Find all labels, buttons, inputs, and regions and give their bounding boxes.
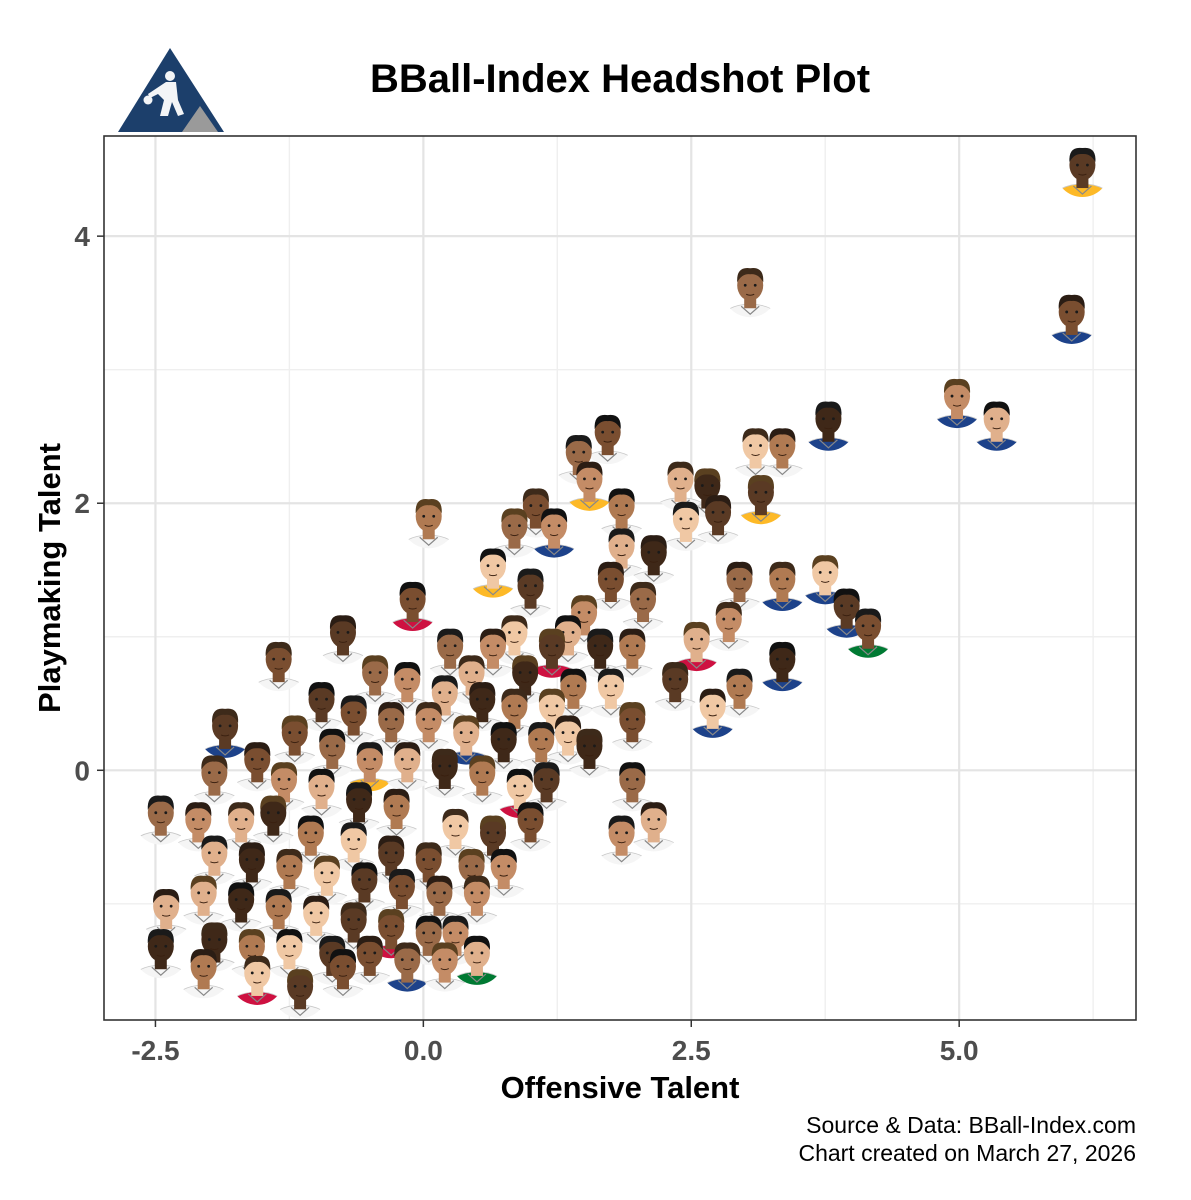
- player-headshot-point: [626, 535, 681, 585]
- player-headshot-point: [728, 428, 783, 478]
- player-headshot-point: [315, 615, 370, 665]
- player-headshot-point: [712, 668, 767, 718]
- player-headshot-point: [133, 929, 188, 979]
- player-headshot-point: [685, 688, 740, 738]
- player-headshot-point: [133, 795, 188, 845]
- player-headshot-point: [315, 949, 370, 999]
- plot-panel-border: [103, 135, 1137, 1021]
- player-headshot-point: [267, 715, 322, 765]
- y-tick-label: 2: [74, 488, 90, 519]
- player-headshot-point: [658, 501, 713, 551]
- player-headshot-point: [449, 935, 504, 985]
- y-axis-title: Playmaking Talent: [32, 443, 67, 713]
- player-headshot-point: [1055, 147, 1110, 198]
- player-headshot-point: [691, 495, 746, 545]
- player-headshot-point: [214, 882, 269, 932]
- created-caption: Chart created on March 27, 2026: [798, 1140, 1136, 1166]
- y-tick-label: 0: [74, 755, 90, 786]
- player-headshot-point: [294, 768, 349, 818]
- player-headshot-point: [417, 942, 472, 992]
- player-headshot-point: [648, 661, 703, 712]
- player-headshot-point: [626, 802, 681, 852]
- player-headshot-point: [580, 414, 635, 465]
- player-headshot-point: [801, 401, 856, 451]
- player-headshot-point: [401, 499, 456, 549]
- player-headshot-point: [198, 708, 253, 758]
- x-tick-label: 2.5: [672, 1035, 711, 1066]
- player-headshot-point: [969, 401, 1024, 451]
- player-headshot-point: [1044, 294, 1099, 344]
- player-headshot-point: [466, 548, 521, 598]
- axis-ticks: -2.5 0.0 2.5 5.0 0 2 4: [74, 221, 978, 1066]
- player-headshot-point: [616, 581, 671, 632]
- player-headshot-point: [342, 935, 397, 985]
- x-axis-title: Offensive Talent: [501, 1070, 740, 1105]
- player-headshot-point: [176, 875, 231, 925]
- player-headshot-point: [701, 601, 756, 652]
- player-headshot-point: [930, 378, 985, 429]
- player-headshot-point: [187, 755, 242, 805]
- player-headshot-point: [385, 581, 440, 632]
- player-headshot-point: [455, 755, 510, 805]
- player-headshot-point: [246, 795, 301, 845]
- player-headshot-point: [380, 942, 435, 992]
- player-headshot-point: [380, 742, 435, 792]
- x-tick-label: -2.5: [131, 1035, 179, 1066]
- x-tick-label: 0.0: [404, 1035, 443, 1066]
- player-headshot-point: [230, 955, 285, 1005]
- x-tick-label: 5.0: [940, 1035, 979, 1066]
- player-headshot-point: [594, 488, 649, 538]
- player-headshot-point: [594, 815, 649, 865]
- y-tick-label: 4: [74, 221, 90, 252]
- player-headshot-point: [527, 508, 582, 558]
- player-headshot-point: [562, 461, 617, 511]
- player-headshot-point: [369, 788, 424, 839]
- player-headshot-point: [417, 748, 472, 798]
- player-headshot-point: [733, 474, 788, 525]
- player-headshot-point: [723, 268, 778, 318]
- chart-title: BBall-Index Headshot Plot: [370, 57, 870, 101]
- player-headshot-point: [755, 641, 810, 692]
- player-headshot-point: [503, 802, 558, 852]
- player-headshot-point: [841, 608, 896, 658]
- player-headshot-point: [230, 742, 285, 792]
- player-headshot-point: [251, 641, 306, 692]
- source-caption: Source & Data: BBall-Index.com: [806, 1112, 1136, 1138]
- headshot-points: [133, 147, 1110, 1019]
- player-headshot-point: [176, 949, 231, 999]
- bball-index-logo: [118, 48, 224, 132]
- player-headshot-point: [273, 969, 328, 1019]
- player-headshot-point: [562, 728, 617, 778]
- player-headshot-point: [755, 561, 810, 612]
- player-headshot-point: [605, 702, 660, 752]
- player-headshot-point: [503, 568, 558, 618]
